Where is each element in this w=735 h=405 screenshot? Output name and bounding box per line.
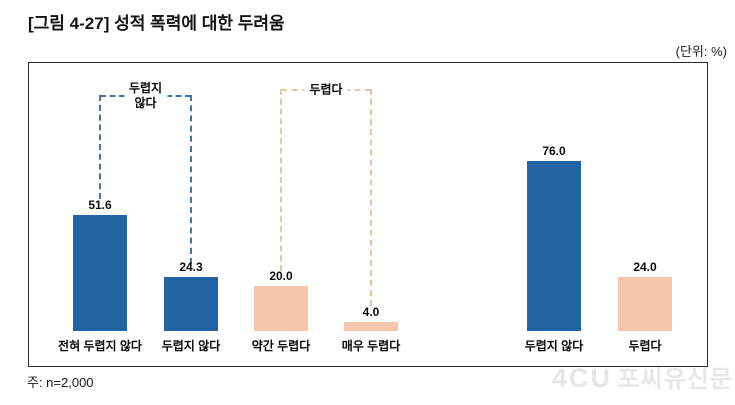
bracket-label: 두렵지 않다 — [123, 80, 168, 112]
bar-value-label: 24.3 — [179, 260, 203, 274]
bar-value-label: 76.0 — [542, 144, 566, 158]
bar-group: 4.0 매우 두렵다 — [342, 305, 401, 353]
bar — [254, 286, 308, 331]
bar — [344, 322, 398, 331]
bar-group: 20.0 약간 두렵다 — [252, 269, 311, 353]
bar-value-label: 24.0 — [633, 260, 657, 274]
annotation-bracket-not-afraid: 두렵지 않다 — [99, 80, 192, 264]
bar-category-label: 전혀 두렵지 않다 — [58, 339, 142, 353]
bracket-drop-line — [280, 89, 282, 271]
note-text: 주: n=2,000 — [27, 375, 94, 390]
bar-value-label: 51.6 — [88, 198, 112, 212]
bar-category-label: 두렵다 — [628, 339, 662, 353]
bar-group: 76.0 두렵지 않다 — [525, 144, 584, 353]
watermark-logo: 4CU 포씨유신문 — [552, 359, 733, 394]
bar — [618, 277, 672, 331]
bar-category-label: 약간 두렵다 — [251, 339, 311, 353]
bracket-drop-line — [99, 95, 101, 199]
bar-category-label: 두렵지 않다 — [161, 339, 221, 353]
watermark-text: 포씨유신문 — [617, 366, 733, 393]
bar — [73, 215, 127, 331]
bar-category-label: 두렵지 않다 — [524, 339, 584, 353]
annotation-bracket-afraid: 두렵다 — [280, 81, 372, 306]
bracket-label: 두렵다 — [304, 81, 348, 99]
watermark-mark: 4CU — [552, 363, 613, 393]
bar-category-label: 매우 두렵다 — [341, 339, 401, 353]
bracket-drop-line — [190, 95, 192, 264]
bar — [527, 161, 581, 331]
bar-group: 51.6 전혀 두렵지 않다 — [58, 198, 142, 353]
bar — [164, 277, 218, 331]
unit-label: (단위: %) — [675, 44, 727, 59]
bar-group: 24.3 두렵지 않다 — [162, 260, 221, 353]
chart-area: 두렵지 않다 두렵다 51.6 전혀 두렵지 않다 24.3 두렵지 않다 20… — [28, 62, 708, 367]
bar-value-label: 4.0 — [362, 305, 380, 319]
page-title: [그림 4-27] 성적 폭력에 대한 두려움 — [28, 14, 285, 33]
bar-group: 24.0 두렵다 — [618, 260, 672, 353]
bar-value-label: 20.0 — [269, 269, 293, 283]
bracket-drop-line — [370, 89, 372, 306]
